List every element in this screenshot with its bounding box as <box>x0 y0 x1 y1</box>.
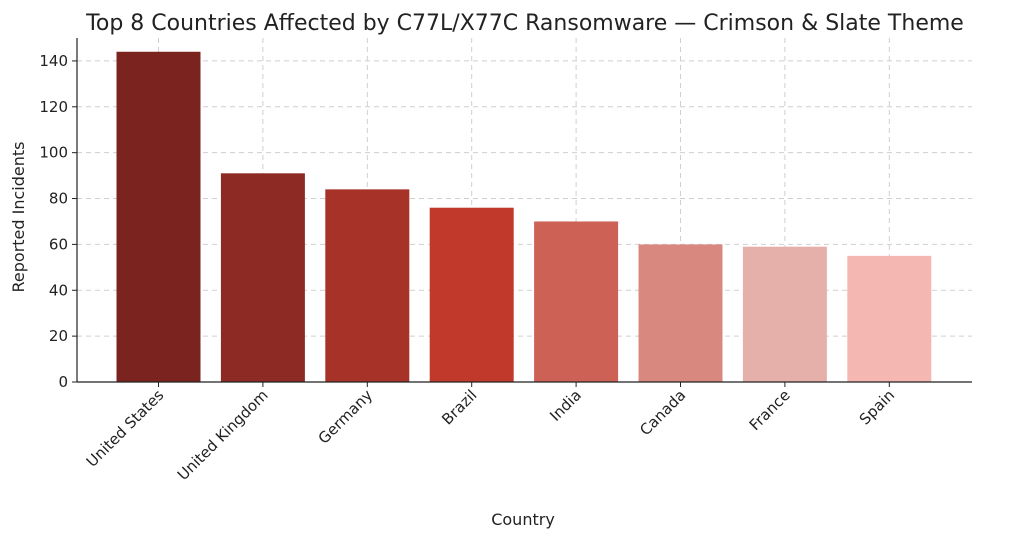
x-tick-label: United Kingdom <box>174 386 272 484</box>
x-tick-label: India <box>546 386 585 425</box>
grid <box>77 38 972 383</box>
x-tick-label: Brazil <box>438 386 480 428</box>
axes <box>72 38 972 387</box>
x-tick-label: France <box>746 386 794 434</box>
bars <box>116 51 932 382</box>
bar <box>325 189 410 382</box>
x-tick-label: Canada <box>636 386 689 439</box>
y-tick-label: 60 <box>49 235 68 253</box>
bar <box>116 51 201 382</box>
y-axis-label: Reported Incidents <box>9 142 28 293</box>
y-tick-label: 140 <box>39 52 68 70</box>
y-tick-label: 120 <box>39 98 68 116</box>
bar <box>429 207 514 382</box>
bar <box>220 173 305 382</box>
y-tick-label: 100 <box>39 144 68 162</box>
y-tick-label: 0 <box>58 373 68 391</box>
bar <box>847 255 932 382</box>
y-tick-labels: 0 20 40 60 80 100 120 140 <box>39 52 68 391</box>
x-axis-label: Country <box>491 510 555 529</box>
bar <box>534 221 619 382</box>
y-tick-label: 40 <box>49 281 68 299</box>
y-tick-label: 20 <box>49 327 68 345</box>
chart-title: Top 8 Countries Affected by C77L/X77C Ra… <box>85 11 964 36</box>
x-tick-labels: United States United Kingdom Germany Brazil… <box>83 386 898 484</box>
x-tick-label: Germany <box>315 386 377 448</box>
x-tick-label: United States <box>83 386 168 471</box>
bar <box>638 244 723 382</box>
y-tick-label: 80 <box>49 190 68 208</box>
bar <box>742 246 827 382</box>
x-tick-label: Spain <box>856 386 898 428</box>
